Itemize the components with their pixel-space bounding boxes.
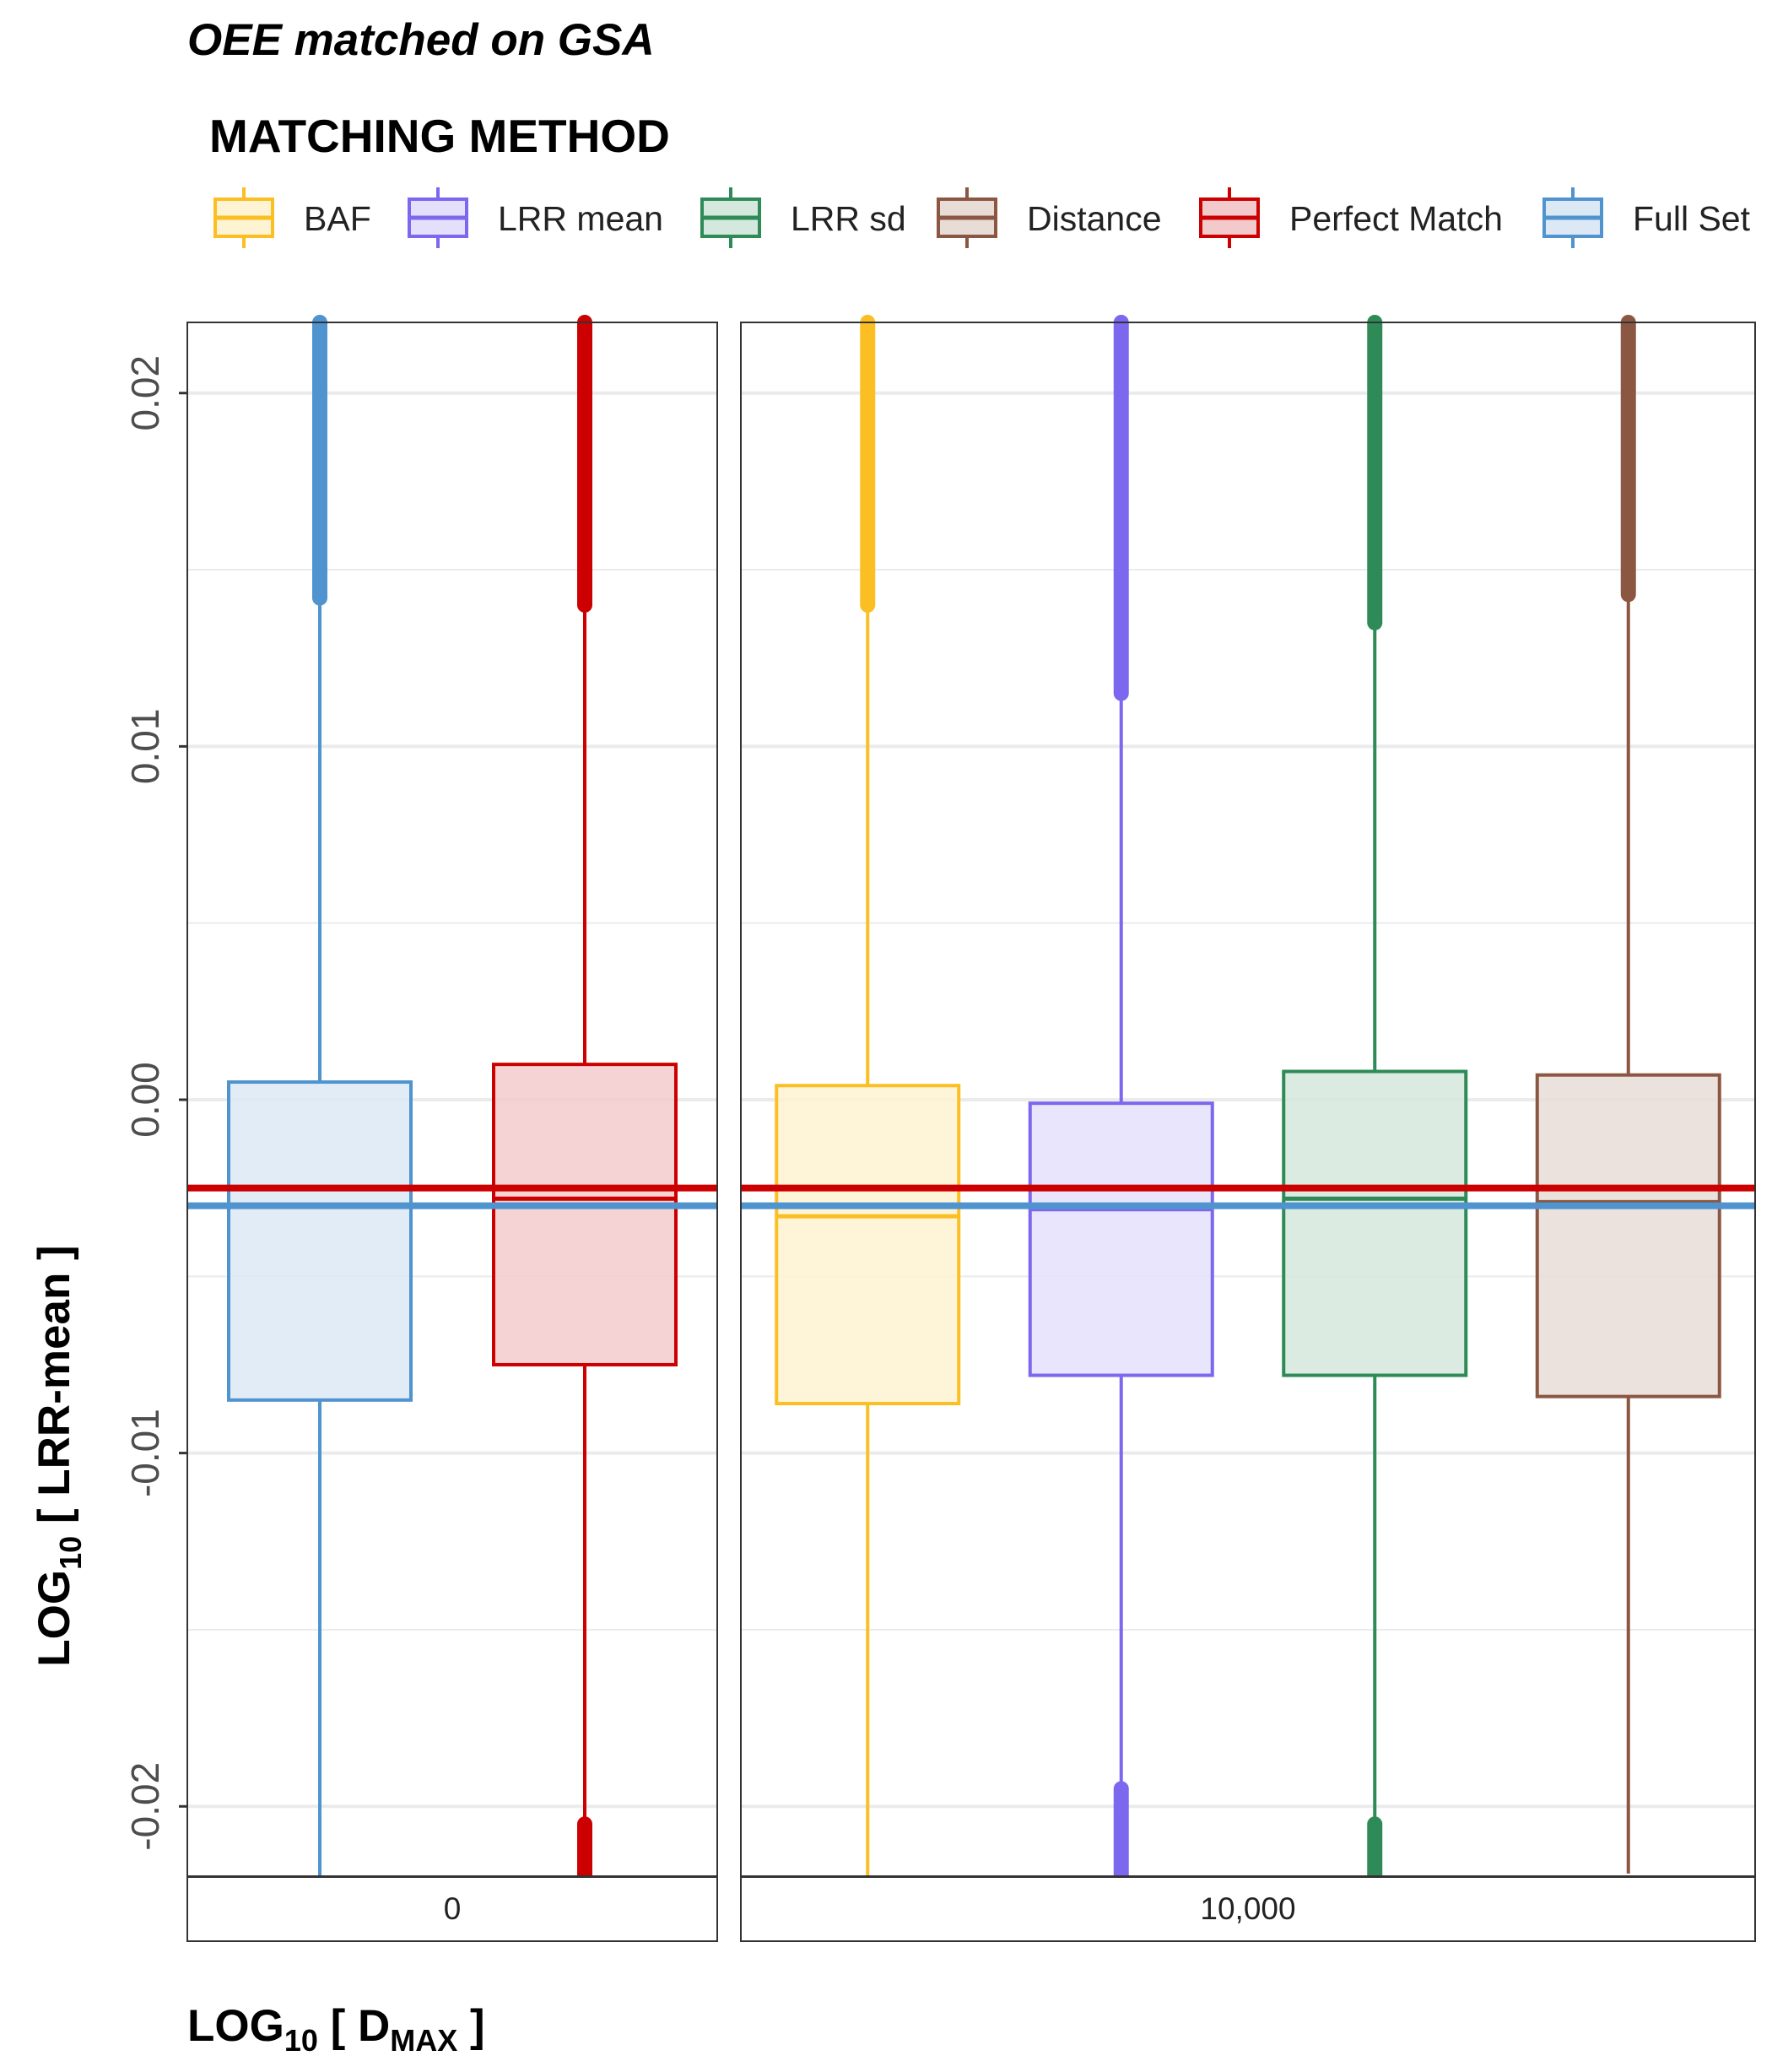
box-full-set	[227, 315, 413, 1877]
y-axis-title: LOG10 [ LRR-mean ]	[30, 1245, 88, 1666]
x-axis-title-sub2: MAX	[390, 2023, 457, 2058]
y-tick-label: 0.02	[123, 355, 167, 431]
legend-item-lrr-mean: LRR mean	[408, 187, 663, 248]
y-tick-label: 0.00	[123, 1062, 167, 1138]
strip-box	[740, 1876, 1756, 1942]
box-iqr	[1028, 1101, 1214, 1377]
x-axis-title-rest: ]	[457, 2001, 484, 2051]
x-axis-title-sub: 10	[284, 2023, 318, 2058]
box-iqr	[227, 1080, 413, 1402]
legend-label: LRR mean	[498, 199, 663, 238]
panel-0: 0	[186, 315, 718, 1942]
legend-label: Distance	[1027, 199, 1162, 238]
box-iqr	[1535, 1073, 1721, 1398]
legend-item-baf: BAF	[213, 187, 371, 248]
legend-label: Full Set	[1633, 199, 1751, 238]
legend-label: LRR sd	[791, 199, 906, 238]
legend-label: BAF	[304, 199, 371, 238]
legend-item-perfect-match: Perfect Match	[1199, 187, 1503, 248]
legend-item-lrr-sd: LRR sd	[700, 187, 906, 248]
panel-10-000: 10,000	[740, 315, 1756, 1942]
y-axis: -0.02 -0.01 0.00 0.01 0.02	[123, 355, 187, 1851]
box-baf	[775, 315, 961, 1877]
legend-title: MATCHING METHOD	[209, 110, 670, 162]
x-axis-title-log: LOG	[187, 2001, 284, 2051]
y-tick-label: 0.01	[123, 709, 167, 785]
strip-box	[186, 1876, 718, 1942]
y-axis-title-sub: 10	[53, 1536, 88, 1570]
box-perfect-match	[492, 315, 678, 1885]
y-axis-title-rest: [ LRR-mean ]	[30, 1245, 79, 1536]
box-lrr-sd	[1282, 315, 1468, 1885]
y-axis-title-log: LOG	[30, 1570, 79, 1667]
box-lrr-mean	[1028, 315, 1214, 1885]
x-axis-title: LOG10 [ DMAX ]	[187, 2001, 485, 2058]
panels: 0 10,000	[186, 315, 1756, 1942]
y-tick-label: -0.01	[123, 1409, 167, 1497]
box-distance	[1535, 315, 1721, 1874]
legend-item-full-set: Full Set	[1542, 187, 1751, 248]
y-tick-label: -0.02	[123, 1762, 167, 1851]
x-axis-title-mid: [ D	[318, 2001, 390, 2051]
legend: BAF LRR mean LRR sd Distance Perfect Match Fu…	[213, 187, 1751, 248]
legend-item-distance: Distance	[937, 187, 1162, 248]
box-iqr	[492, 1063, 678, 1366]
box-iqr	[1282, 1069, 1468, 1377]
legend-label: Perfect Match	[1289, 199, 1503, 238]
strip-label: 0	[444, 1891, 462, 1926]
box-iqr	[775, 1084, 961, 1406]
strip-label: 10,000	[1200, 1891, 1295, 1926]
chart-title: OEE matched on GSA	[187, 15, 655, 65]
